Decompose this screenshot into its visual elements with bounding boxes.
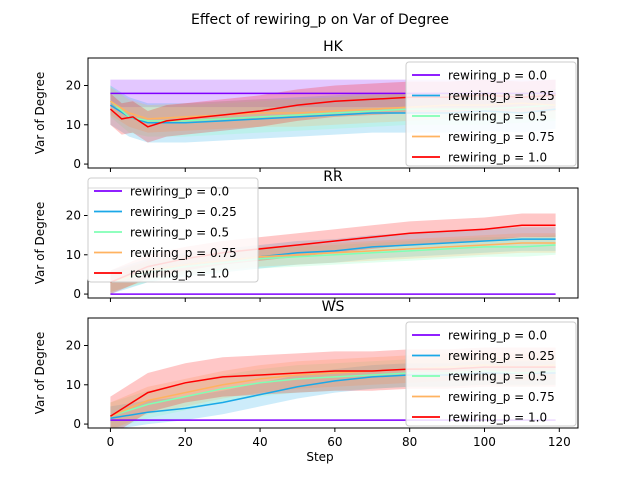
- y-tick-label: 10: [66, 248, 81, 262]
- legend-box: [405, 321, 577, 427]
- x-tick-label: 80: [402, 435, 417, 449]
- x-tick-label: 60: [327, 435, 342, 449]
- y-tick-label: 20: [66, 209, 81, 223]
- band-1: [110, 227, 556, 295]
- legend-label: rewiring_p = 0.0: [448, 329, 547, 343]
- y-tick-label: 20: [66, 79, 81, 93]
- legend-label: rewiring_p = 0.0: [130, 185, 229, 199]
- band-3: [110, 233, 556, 293]
- legend-label: rewiring_p = 0.25: [448, 89, 555, 103]
- y-tick-label: 0: [73, 157, 81, 171]
- y-axis-label: Var of Degree: [33, 332, 47, 414]
- legend-label: rewiring_p = 1.0: [448, 411, 547, 425]
- y-tick-label: 0: [73, 287, 81, 301]
- figure-title: Effect of rewiring_p on Var of Degree: [191, 12, 449, 28]
- x-tick-label: 40: [252, 435, 267, 449]
- legend-label: rewiring_p = 0.25: [130, 205, 237, 219]
- x-tick-label: 100: [473, 435, 496, 449]
- legend-label: rewiring_p = 0.75: [130, 246, 237, 260]
- y-axis-label: Var of Degree: [33, 72, 47, 154]
- x-axis-label: Step: [306, 450, 333, 464]
- x-tick-label: 0: [107, 435, 115, 449]
- legend-label: rewiring_p = 0.5: [448, 110, 547, 124]
- plot-area: [110, 213, 556, 295]
- x-tick-label: 120: [548, 435, 571, 449]
- legend: rewiring_p = 0.0 rewiring_p = 0.25 rewirin…: [405, 61, 577, 167]
- legend-label: rewiring_p = 1.0: [130, 267, 229, 281]
- y-tick-label: 20: [66, 339, 81, 353]
- legend-box: [87, 177, 259, 283]
- legend-box: [405, 61, 577, 167]
- legend-label: rewiring_p = 0.5: [130, 226, 229, 240]
- panel-title: HK: [323, 39, 344, 55]
- legend: rewiring_p = 0.0 rewiring_p = 0.25 rewirin…: [87, 177, 259, 283]
- panel-title: RR: [323, 169, 343, 185]
- x-tick-label: 20: [178, 435, 193, 449]
- band-4: [110, 213, 556, 295]
- legend-label: rewiring_p = 0.25: [448, 349, 555, 363]
- y-tick-label: 0: [73, 417, 81, 431]
- legend-label: rewiring_p = 0.75: [448, 130, 555, 144]
- axes-frame: [87, 57, 579, 169]
- axes-frame: [87, 317, 579, 429]
- legend-label: rewiring_p = 1.0: [448, 151, 547, 165]
- y-tick-label: 10: [66, 378, 81, 392]
- panel-title: WS: [322, 299, 345, 315]
- legend-label: rewiring_p = 0.5: [448, 370, 547, 384]
- legend-label: rewiring_p = 0.0: [448, 69, 547, 83]
- legend-label: rewiring_p = 0.75: [448, 390, 555, 404]
- legend: rewiring_p = 0.0 rewiring_p = 0.25 rewirin…: [405, 321, 577, 427]
- y-axis-label: Var of Degree: [33, 202, 47, 284]
- y-tick-label: 10: [66, 118, 81, 132]
